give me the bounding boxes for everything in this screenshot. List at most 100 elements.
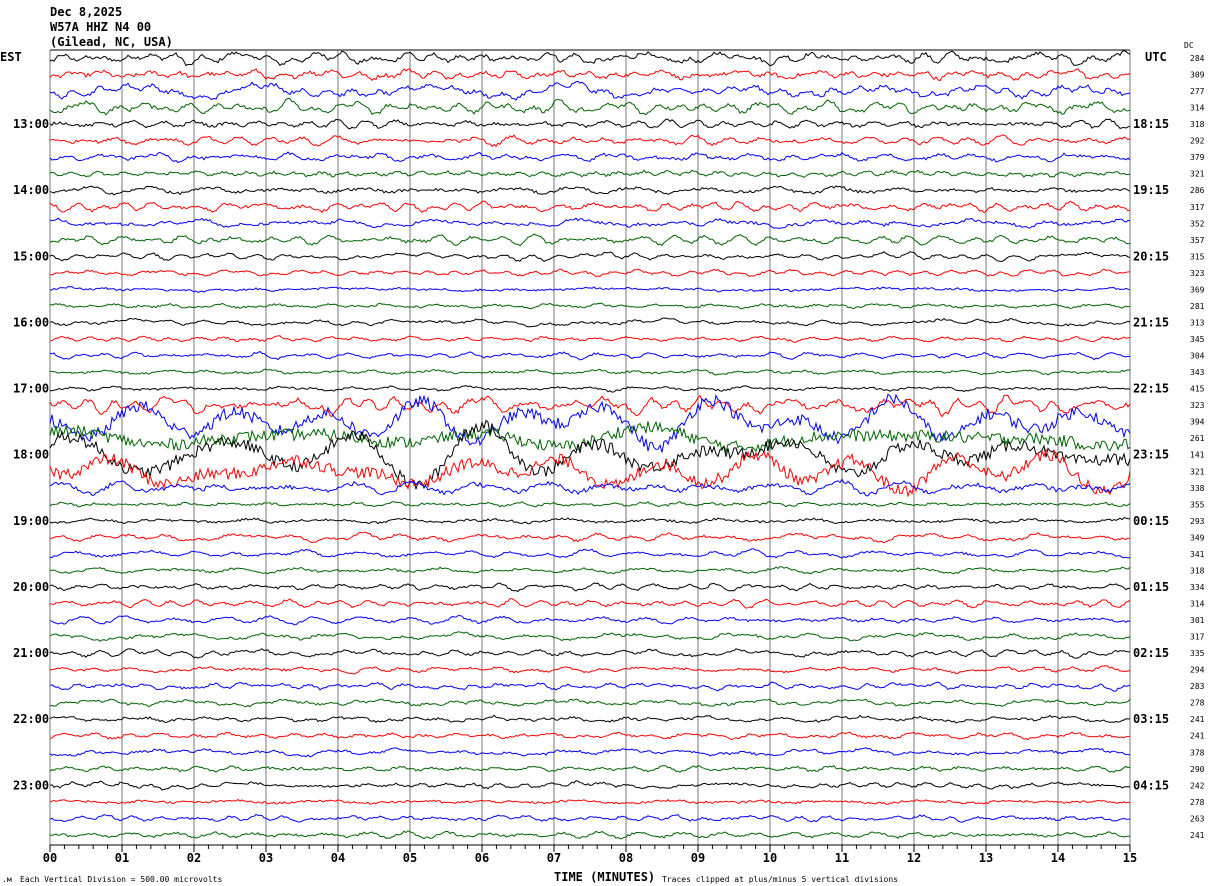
seismic-trace [50,598,1131,609]
seismic-trace [49,285,1131,293]
dc-offset-label: 284 [1190,54,1205,63]
est-time-label: 20:00 [13,580,49,594]
dc-offset-label: 292 [1190,137,1205,146]
x-axis-label: TIME (MINUTES) [554,870,655,884]
seismic-trace [49,478,1131,497]
seismic-trace [49,335,1131,343]
dc-offset-label: 309 [1190,71,1205,80]
x-tick-label: 03 [259,851,273,865]
dc-offset-label: 338 [1190,484,1205,493]
est-axis-title: EST [0,50,22,64]
dc-offset-label: 345 [1190,335,1205,344]
utc-time-label: 03:15 [1133,712,1169,726]
dc-offset-label: 349 [1190,533,1205,542]
est-time-label: 13:00 [13,117,49,131]
utc-time-label: 02:15 [1133,646,1169,660]
seismic-trace [49,813,1131,823]
dc-offset-label: 321 [1190,467,1205,476]
x-tick-label: 05 [403,851,417,865]
x-tick-label: 00 [43,851,57,865]
x-tick-label: 12 [907,851,921,865]
dc-offset-label: 241 [1190,831,1205,840]
seismic-trace [49,698,1131,708]
seismic-trace [49,217,1131,229]
seismic-trace [49,68,1131,82]
seismic-trace [49,200,1131,214]
seismic-trace [49,798,1131,805]
x-axis: 00 01 02 03 04 05 06 07 08 09 10 11 12 13 14 15 [43,844,1137,865]
seismic-trace [49,393,1131,453]
dc-offset-label: 352 [1190,219,1205,228]
dc-offset-label: 283 [1190,682,1205,691]
dc-offset-label: 241 [1190,715,1205,724]
x-tick-label: 06 [475,851,489,865]
x-tick-label: 15 [1123,851,1137,865]
seismic-trace [50,665,1131,675]
utc-time-label: 20:15 [1133,249,1169,263]
dc-offset-label: 323 [1190,269,1205,278]
est-time-label: 22:00 [13,712,49,726]
x-tick-label: 11 [835,851,849,865]
dc-offset-label: 318 [1190,120,1205,129]
seismic-trace [49,350,1131,361]
seismic-trace [49,731,1131,741]
dc-offset-label: 277 [1190,87,1205,96]
dc-offset-label: 263 [1190,814,1205,823]
seismic-trace [49,764,1131,774]
x-tick-label: 08 [619,851,633,865]
seismic-trace [49,582,1131,593]
dc-offset-label: 415 [1190,385,1205,394]
dc-offset-label: 314 [1190,104,1205,113]
seismic-trace [49,548,1131,559]
seismic-trace [49,648,1131,659]
dc-offset-label: 394 [1190,418,1205,427]
seismic-trace [49,97,1131,116]
seismic-trace [49,681,1131,692]
seismic-trace [49,317,1131,328]
scale-note: Each Vertical Division = 500.00 microvol… [20,875,222,884]
seismic-trace [49,747,1131,758]
dc-offset-label: 290 [1190,765,1205,774]
dc-offset-label: 278 [1190,798,1205,807]
utc-time-label: 19:15 [1133,183,1169,197]
x-tick-label: 04 [331,851,345,865]
date-title: Dec 8,2025 [50,5,122,19]
dc-offset-label: 241 [1190,732,1205,741]
seismic-trace [49,419,1131,490]
seismic-trace [49,500,1131,508]
utc-axis-title: UTC [1145,50,1167,64]
dc-offset-label: 334 [1190,583,1205,592]
seismic-trace [49,615,1131,626]
x-tick-label: 07 [547,851,561,865]
x-tick-label: 09 [691,851,705,865]
seismic-trace [49,233,1131,247]
seismic-trace [49,531,1130,544]
dc-offset-label: 317 [1190,203,1205,212]
dc-offset-label: 294 [1190,666,1205,675]
seismic-trace [49,50,1131,67]
dc-offset-label: 286 [1190,186,1205,195]
seismic-trace [49,566,1131,575]
est-time-label: 21:00 [13,646,49,660]
dc-offset-label: 317 [1190,633,1205,642]
x-tick-label: 02 [187,851,201,865]
seismic-trace [49,251,1131,263]
dc-offset-label: 141 [1190,451,1205,460]
est-time-label: 16:00 [13,316,49,330]
dc-offset-label: 314 [1190,600,1205,609]
dc-offset-label: 293 [1190,517,1205,526]
dc-offset-label: 343 [1190,368,1205,377]
dc-offset-label: 355 [1190,500,1205,509]
dc-offset-label: 242 [1190,781,1205,790]
seismic-trace [49,134,1131,148]
est-time-label: 19:00 [13,514,49,528]
seismic-trace [49,517,1130,525]
seismic-trace [49,780,1131,791]
location-title: (Gilead, NC, USA) [50,35,173,49]
dc-offset-label: 261 [1190,434,1205,443]
x-tick-label: 01 [115,851,129,865]
utc-time-label: 00:15 [1133,514,1169,528]
seismic-trace [49,268,1131,278]
dc-offset-label: 335 [1190,649,1205,658]
dc-offset-label: 341 [1190,550,1205,559]
